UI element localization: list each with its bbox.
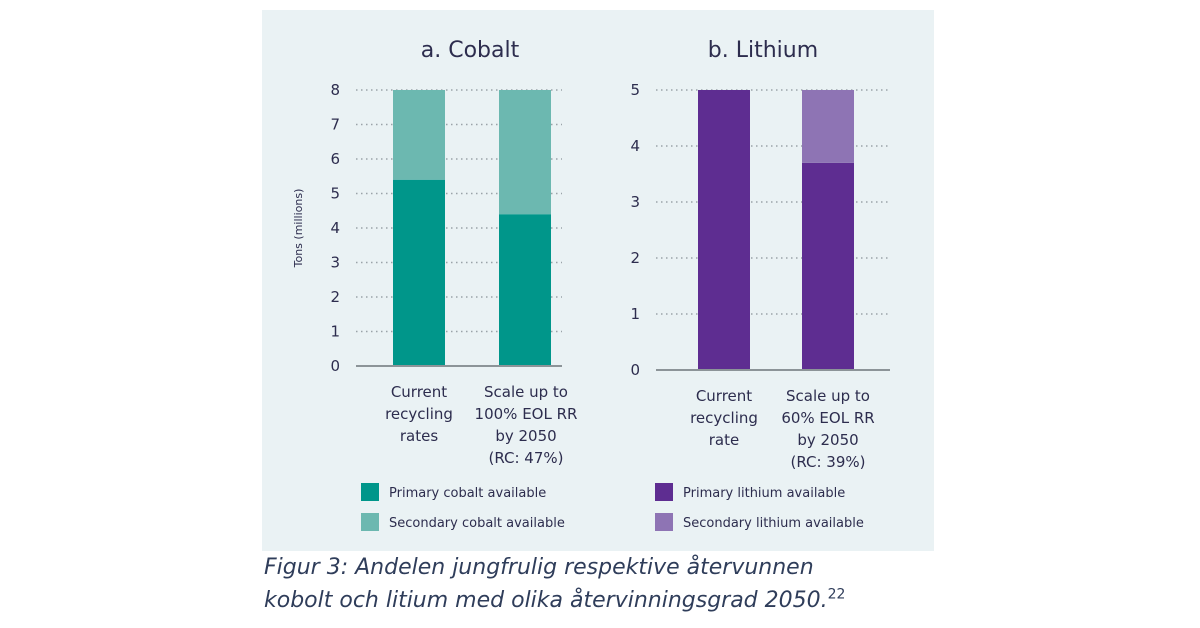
cobalt-y-tick-label: 1 bbox=[330, 323, 340, 341]
cobalt-category-label: by 2050 bbox=[495, 427, 556, 445]
cobalt-y-tick-label: 0 bbox=[330, 357, 340, 375]
cobalt-bar-secondary-segment bbox=[499, 90, 551, 215]
cobalt-bar-secondary-segment bbox=[393, 90, 445, 180]
lithium-category-label: (RC: 39%) bbox=[790, 453, 865, 471]
lithium-y-tick-label: 3 bbox=[630, 193, 640, 211]
lithium-y-tick-label: 4 bbox=[630, 137, 640, 155]
cobalt-y-tick-label: 4 bbox=[330, 219, 340, 237]
lithium-bar-secondary-segment bbox=[802, 90, 854, 163]
cobalt-y-tick-label: 7 bbox=[330, 116, 340, 134]
cobalt-category-label: (RC: 47%) bbox=[488, 449, 563, 467]
caption-line-2: kobolt och litium med olika återvinnings… bbox=[264, 584, 944, 617]
lithium-category-label: recycling bbox=[690, 409, 758, 427]
cobalt-y-axis-label: Tons (millions) bbox=[292, 189, 305, 269]
cobalt-legend-swatch-primary bbox=[361, 483, 379, 501]
figure-panel: a. Cobalt 0 1 2 3 4 5 6 7 8 Tons (millions) Current… bbox=[262, 10, 934, 551]
lithium-chart-title: b. Lithium bbox=[708, 38, 818, 63]
lithium-category-label: Current bbox=[696, 387, 752, 405]
cobalt-legend-swatch-secondary bbox=[361, 513, 379, 531]
cobalt-y-tick-label: 6 bbox=[330, 150, 340, 168]
cobalt-y-tick-label: 3 bbox=[330, 254, 340, 272]
cobalt-category-label: recycling bbox=[385, 405, 453, 423]
lithium-y-tick-label: 1 bbox=[630, 305, 640, 323]
footnote-marker: 22 bbox=[827, 586, 846, 603]
lithium-y-tick-label: 2 bbox=[630, 249, 640, 267]
cobalt-bar-primary-segment bbox=[393, 179, 445, 366]
lithium-y-tick-label: 0 bbox=[630, 361, 640, 379]
cobalt-category-label: Current bbox=[391, 383, 447, 401]
cobalt-chart-title: a. Cobalt bbox=[421, 38, 520, 63]
chart-canvas: a. Cobalt 0 1 2 3 4 5 6 7 8 Tons (millions) Current… bbox=[292, 38, 890, 531]
cobalt-y-tick-label: 8 bbox=[330, 81, 340, 99]
cobalt-category-label: 100% EOL RR bbox=[475, 405, 578, 423]
lithium-bar-primary-segment bbox=[802, 162, 854, 370]
lithium-legend-swatch-secondary bbox=[655, 513, 673, 531]
cobalt-y-tick-label: 5 bbox=[330, 185, 340, 203]
cobalt-category-label: Scale up to bbox=[484, 383, 568, 401]
lithium-category-label: 60% EOL RR bbox=[781, 409, 874, 427]
caption-line-2-text: kobolt och litium med olika återvinnings… bbox=[264, 588, 828, 613]
lithium-bar-primary-segment bbox=[698, 90, 750, 370]
cobalt-legend-label-secondary: Secondary cobalt available bbox=[389, 516, 565, 531]
cobalt-legend-label-primary: Primary cobalt available bbox=[389, 486, 546, 501]
lithium-legend-label-secondary: Secondary lithium available bbox=[683, 516, 864, 531]
lithium-category-label: rate bbox=[709, 431, 739, 449]
lithium-category-label: Scale up to bbox=[786, 387, 870, 405]
figure-caption: Figur 3: Andelen jungfrulig respektive å… bbox=[264, 551, 944, 617]
cobalt-y-tick-label: 2 bbox=[330, 288, 340, 306]
lithium-legend-label-primary: Primary lithium available bbox=[683, 486, 845, 501]
lithium-category-label: by 2050 bbox=[797, 431, 858, 449]
cobalt-category-label: rates bbox=[400, 427, 438, 445]
lithium-y-tick-label: 5 bbox=[630, 81, 640, 99]
lithium-legend-swatch-primary bbox=[655, 483, 673, 501]
caption-line-1: Figur 3: Andelen jungfrulig respektive å… bbox=[264, 555, 814, 580]
cobalt-bar-primary-segment bbox=[499, 214, 551, 366]
